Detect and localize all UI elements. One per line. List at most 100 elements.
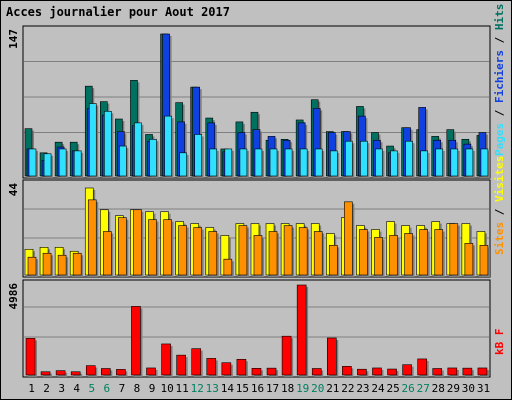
- x-tick-label-day-19: 19: [296, 382, 309, 395]
- bar-pages-day-2: [43, 153, 52, 177]
- bar-kb-day-15: [236, 358, 247, 376]
- x-tick-label-day-31: 31: [477, 382, 490, 395]
- legend-part-2: Visites: [493, 156, 506, 202]
- x-tick-label-day-4: 4: [73, 382, 80, 395]
- bar-pages-day-22: [345, 140, 353, 177]
- x-tick-label-day-24: 24: [371, 382, 385, 395]
- x-tick-label-day-22: 22: [341, 382, 354, 395]
- bar-pages-day-12: [194, 134, 203, 177]
- bar-pages-day-13: [209, 148, 218, 177]
- bar-pages-day-25: [390, 150, 398, 177]
- bar-kb-day-16: [251, 368, 262, 376]
- bar-kb-day-23: [357, 368, 367, 376]
- bar-kb-day-22: [342, 366, 352, 376]
- panel-visits-legend-text: Sites / Visites: [493, 156, 506, 255]
- bar-kb-day-21: [326, 337, 337, 376]
- bar-pages-day-23: [360, 140, 368, 177]
- x-tick-label-day-25: 25: [386, 382, 399, 395]
- bar-kb-day-10: [161, 343, 171, 376]
- bar-pages-day-1: [28, 148, 37, 177]
- bar-sites-day-19: [298, 227, 308, 276]
- bar-sites-day-10: [163, 219, 172, 276]
- bar-sites-day-8: [133, 209, 142, 276]
- legend-part-4: Hits: [493, 4, 506, 31]
- bar-kb-day-12: [191, 348, 202, 376]
- bar-sites-day-15: [238, 225, 248, 276]
- panel-kb-frame: [22, 279, 491, 378]
- panel-kb: 4986 kB F: [7, 279, 506, 378]
- x-tick-label-day-6: 6: [104, 382, 111, 395]
- bar-kb-day-11: [176, 354, 186, 376]
- bar-pages-day-26: [405, 140, 413, 177]
- bar-kb-day-4: [70, 371, 81, 376]
- bar-pages-day-27: [420, 150, 428, 177]
- bar-kb-day-27: [417, 358, 427, 376]
- x-tick-label-day-8: 8: [134, 382, 141, 395]
- bar-pages-day-3: [58, 148, 67, 177]
- x-tick-label-day-5: 5: [88, 382, 95, 395]
- x-tick-label-day-26: 26: [402, 382, 415, 395]
- x-tick-label-day-3: 3: [58, 382, 65, 395]
- bar-sites-day-21: [328, 245, 338, 276]
- bar-sites-day-13: [208, 231, 218, 276]
- legend-part-0: kB F: [493, 329, 506, 356]
- bar-kb-day-14: [221, 362, 232, 376]
- bar-pages-day-10: [164, 115, 172, 177]
- x-tick-label-day-16: 16: [251, 382, 264, 395]
- bar-pages-day-4: [73, 150, 82, 177]
- bar-sites-day-5: [87, 199, 97, 276]
- x-tick-label-day-28: 28: [432, 382, 445, 395]
- chart-panels: 147 Pages / Fichiers / Hits 44 Sites / Visi…: [7, 4, 506, 378]
- x-tick-label-day-10: 10: [160, 382, 173, 395]
- x-tick-label-day-1: 1: [28, 382, 35, 395]
- panel-visits-ymax-label: 44: [7, 183, 20, 197]
- x-tick-label-day-30: 30: [462, 382, 475, 395]
- panel-visits-legend: Sites / Visites: [493, 156, 506, 255]
- bar-kb-day-9: [146, 367, 156, 376]
- bar-kb-day-5: [85, 365, 96, 376]
- bar-kb-day-20: [311, 368, 322, 376]
- x-tick-label-day-20: 20: [311, 382, 324, 395]
- legend-part-2: Fichiers: [493, 50, 506, 103]
- x-tick-label-day-29: 29: [447, 382, 460, 395]
- bar-pages-day-17: [269, 148, 278, 177]
- legend-part-0: Pages: [493, 123, 506, 156]
- bar-kb-day-3: [55, 370, 66, 376]
- bar-sites-day-29: [449, 223, 459, 276]
- x-tick-label-day-9: 9: [149, 382, 156, 395]
- bar-pages-day-11: [179, 152, 187, 177]
- bar-pages-day-16: [254, 148, 263, 177]
- bar-sites-day-30: [464, 243, 474, 276]
- x-tick-label-day-14: 14: [221, 382, 235, 395]
- bar-sites-day-22: [344, 201, 353, 276]
- bar-sites-day-28: [434, 229, 444, 276]
- bar-pages-day-30: [465, 148, 474, 177]
- legend-part-3: /: [493, 30, 506, 50]
- x-tick-label-day-7: 7: [119, 382, 126, 395]
- bar-pages-day-20: [314, 148, 323, 177]
- panel-hits-legend: Pages / Fichiers / Hits: [493, 4, 506, 156]
- bar-kb-day-13: [206, 358, 217, 376]
- bar-sites-day-16: [253, 235, 263, 276]
- bar-sites-day-25: [389, 235, 398, 276]
- bar-sites-day-1: [27, 256, 37, 276]
- bar-kb-day-25: [387, 368, 397, 376]
- bar-sites-day-31: [479, 245, 489, 276]
- bar-pages-day-9: [149, 138, 157, 177]
- bar-pages-day-5: [88, 103, 97, 177]
- bar-pages-day-19: [299, 148, 308, 177]
- x-tick-label-day-27: 27: [417, 382, 430, 395]
- bar-kb-day-28: [432, 368, 443, 376]
- bar-pages-day-31: [480, 148, 489, 177]
- bar-sites-day-2: [42, 252, 52, 276]
- panel-kb-ymax-label: 4986: [7, 283, 20, 310]
- bar-kb-day-6: [101, 368, 111, 376]
- bar-sites-day-6: [103, 231, 112, 276]
- bar-sites-day-9: [148, 219, 157, 276]
- bar-sites-day-24: [374, 237, 383, 276]
- bar-pages-day-21: [329, 150, 338, 177]
- bar-pages-day-18: [284, 148, 293, 177]
- x-tick-label-day-2: 2: [43, 382, 50, 395]
- bar-sites-day-3: [57, 254, 67, 276]
